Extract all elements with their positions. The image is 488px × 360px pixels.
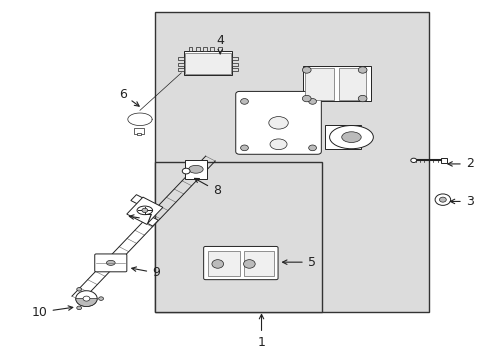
Circle shape (99, 297, 103, 300)
Circle shape (358, 95, 366, 102)
Circle shape (182, 168, 190, 174)
Text: 10: 10 (32, 306, 73, 319)
Circle shape (77, 306, 81, 310)
Text: 2: 2 (447, 157, 473, 170)
Text: 4: 4 (216, 34, 224, 54)
Bar (183, 51, 232, 75)
Bar (217, 47, 221, 51)
Circle shape (240, 145, 248, 151)
Bar (243, 251, 273, 276)
Circle shape (240, 99, 248, 104)
Bar (154, 162, 322, 312)
Bar (232, 58, 238, 60)
Circle shape (308, 99, 316, 104)
Circle shape (211, 260, 223, 268)
FancyBboxPatch shape (203, 247, 278, 280)
Bar (305, 68, 334, 100)
Circle shape (434, 194, 450, 205)
Bar (207, 251, 239, 276)
Circle shape (308, 145, 316, 151)
Bar (185, 159, 206, 179)
Bar (178, 68, 183, 71)
Bar (188, 47, 192, 51)
Text: 8: 8 (194, 178, 221, 197)
Ellipse shape (269, 139, 286, 150)
Bar (203, 47, 206, 51)
Text: 7: 7 (129, 213, 153, 226)
Bar (232, 68, 238, 71)
Bar (339, 68, 366, 100)
Ellipse shape (188, 165, 203, 173)
Bar (136, 133, 141, 135)
Bar (133, 128, 144, 134)
Wedge shape (76, 291, 97, 306)
Bar (441, 158, 447, 163)
Bar (302, 66, 370, 102)
Ellipse shape (268, 117, 287, 129)
Bar (131, 195, 158, 212)
Circle shape (83, 296, 90, 301)
Bar (178, 58, 183, 60)
Bar (185, 53, 230, 73)
Bar (196, 47, 200, 51)
Circle shape (302, 67, 310, 73)
Bar (324, 125, 361, 149)
Circle shape (302, 95, 310, 102)
Text: 3: 3 (449, 195, 473, 208)
Circle shape (142, 208, 147, 212)
Text: 9: 9 (131, 266, 160, 279)
Bar (154, 12, 428, 312)
Circle shape (439, 197, 446, 202)
Ellipse shape (137, 206, 152, 215)
Bar (126, 197, 163, 224)
Bar (232, 63, 238, 66)
FancyBboxPatch shape (95, 254, 126, 272)
Text: 6: 6 (119, 88, 139, 106)
Text: 5: 5 (282, 256, 315, 269)
Ellipse shape (106, 260, 115, 265)
Bar (131, 209, 158, 226)
Circle shape (358, 67, 366, 73)
Circle shape (243, 260, 255, 268)
Text: 1: 1 (257, 314, 265, 349)
Circle shape (77, 288, 81, 291)
Circle shape (410, 158, 416, 162)
Bar (178, 63, 183, 66)
Ellipse shape (329, 126, 372, 149)
FancyBboxPatch shape (235, 91, 321, 154)
Ellipse shape (341, 132, 361, 143)
Wedge shape (76, 298, 97, 306)
Bar (210, 47, 214, 51)
